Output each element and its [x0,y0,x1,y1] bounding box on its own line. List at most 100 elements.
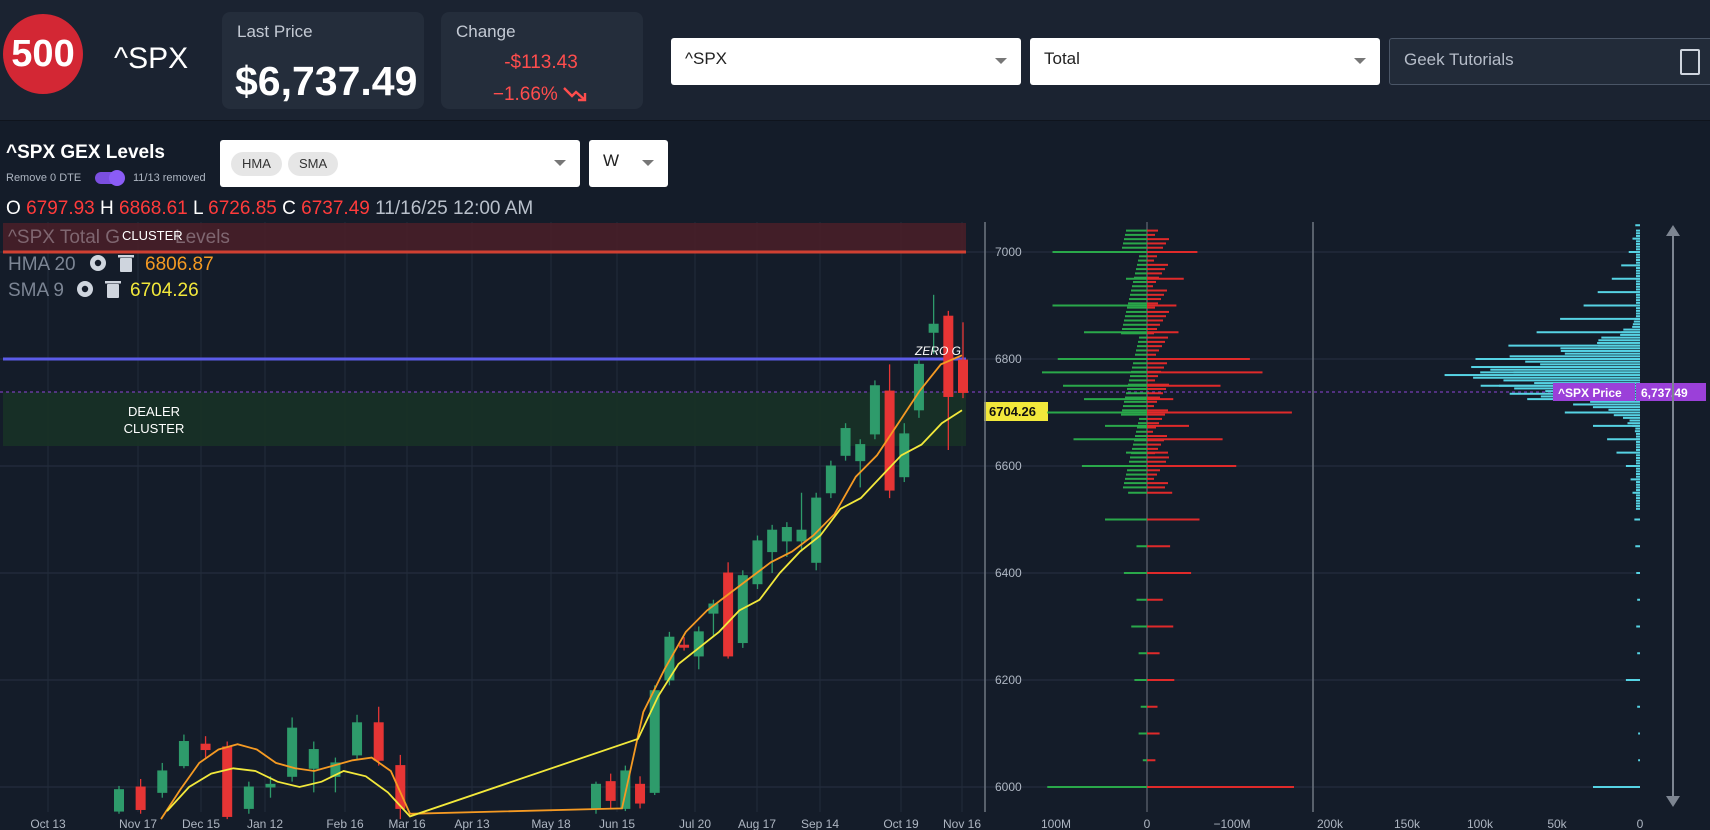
candle-body [958,359,968,393]
panel-title: ^SPX GEX Levels [6,142,165,163]
hma-settings-gear-icon[interactable] [90,255,106,271]
volume-bar [1598,339,1640,342]
gex-positive-bar [1139,336,1147,339]
gex-positive-bar [1073,438,1147,441]
gex-chart[interactable]: ^SPX Total G Levels CLUSTER HMA 20 6806.… [0,222,1710,830]
gex-negative-bar [1147,451,1168,454]
gex-negative-bar [1147,405,1154,408]
dealer-cluster-label-1: DEALER [128,404,180,419]
volume-bar [1636,502,1640,505]
gex-positive-bar [1121,413,1147,416]
candle-body [352,722,363,756]
gex-negative-bar [1147,319,1163,322]
gex-negative-bar [1147,332,1154,335]
x-tick-label: Jun 15 [599,817,635,830]
gex-positive-bar [1142,759,1147,762]
volume-bar [1621,331,1640,334]
gex-positive-bar [1128,491,1147,494]
volume-bar [1628,251,1640,253]
symbol-select[interactable]: ^SPX [671,38,1021,85]
gex-positive-bar [1140,705,1147,708]
volume-bar [1636,304,1640,307]
indicator-tag-hma[interactable]: HMA [231,152,282,176]
volume-bar [1636,473,1640,476]
gex-positive-bar [1126,277,1147,280]
volume-bar [1636,275,1640,278]
volume-bar [1598,344,1640,347]
sma-delete-trash-icon[interactable] [105,281,121,298]
volume-bar [1627,422,1640,425]
volume-bar [1636,256,1640,259]
gex-positive-bar [1139,255,1147,258]
hma-delete-trash-icon[interactable] [118,255,134,272]
volume-bar [1608,408,1640,411]
volume-bar [1632,424,1640,427]
volume-axis-labels: 200k 150k 100k 50k 0 [1317,817,1644,830]
chevron-down-icon [554,160,566,166]
volume-bar [1636,494,1640,497]
gex-negative-bar [1147,545,1171,548]
vertical-scale-handle[interactable] [1666,225,1680,807]
gex-positive-bar [1122,328,1147,331]
gex-type-select[interactable]: Total [1030,38,1380,85]
gex-positive-bar [1127,306,1147,309]
gex-negative-bar [1147,625,1174,628]
volume-tick-label: 150k [1394,817,1421,830]
x-tick-label: Jul 20 [679,817,711,830]
gex-negative-bar [1147,353,1156,356]
removed-count: 11/13 removed [133,172,206,184]
volume-bar [1636,456,1640,459]
gex-negative-bar [1147,285,1153,288]
candle-body [157,770,168,793]
volume-bar [1638,732,1640,735]
remove-0dte-toggle[interactable] [95,170,125,186]
gex-positive-bar [1134,276,1147,279]
volume-bar [1636,505,1640,508]
gex-tick-label: 0 [1144,817,1151,830]
last-price-value: $6,737.49 [235,58,418,104]
sma-settings-gear-icon[interactable] [77,281,93,297]
candle-body [884,390,895,491]
gex-positive-bar [1052,251,1147,253]
volume-bar [1636,454,1640,457]
ticker-symbol: ^SPX [114,42,189,75]
indicator-tag-sma[interactable]: SMA [288,152,339,176]
volume-bar [1503,379,1640,382]
volume-bar [1509,355,1640,358]
gex-positive-bar [1133,362,1147,365]
volume-bar [1636,288,1640,291]
gex-axis-labels: 100M 0 −100M [1041,817,1251,830]
volume-bar [1636,462,1640,465]
y-tick-label: 6200 [995,673,1022,687]
gex-positive-bar [1131,625,1147,628]
gex-negative-bar [1147,383,1169,386]
indicator-select[interactable]: HMA SMA [220,140,580,187]
volume-bar [1573,403,1640,406]
gex-negative-bar [1147,447,1158,450]
volume-bar [1636,272,1640,275]
volume-profile-bars [1444,224,1640,788]
volume-bar [1636,315,1640,318]
volume-bar [1632,323,1640,326]
gex-negative-bar [1147,465,1163,467]
x-tick-label: Dec 15 [182,817,220,830]
volume-bar [1636,489,1640,492]
volume-bar [1636,299,1640,302]
gex-negative-bar [1147,277,1184,280]
trend-down-icon [563,87,587,102]
volume-bar [1636,234,1640,237]
gex-positive-bar [1125,396,1147,399]
tutorials-select[interactable]: Geek Tutorials [1389,38,1710,85]
gex-positive-bar [1124,400,1147,403]
gex-positive-bar [1081,465,1147,467]
gex-tick-label: 100M [1041,817,1071,830]
high-label: H [100,198,114,219]
volume-bar [1513,371,1640,374]
gex-negative-bar [1147,242,1166,245]
last-price-tag-value-bg [1636,383,1706,401]
gex-negative-bar [1147,315,1166,318]
volume-bar [1636,259,1640,262]
gex-positive-bar [1105,518,1147,521]
timeframe-select[interactable]: W [589,140,668,187]
volume-bar [1593,424,1640,427]
